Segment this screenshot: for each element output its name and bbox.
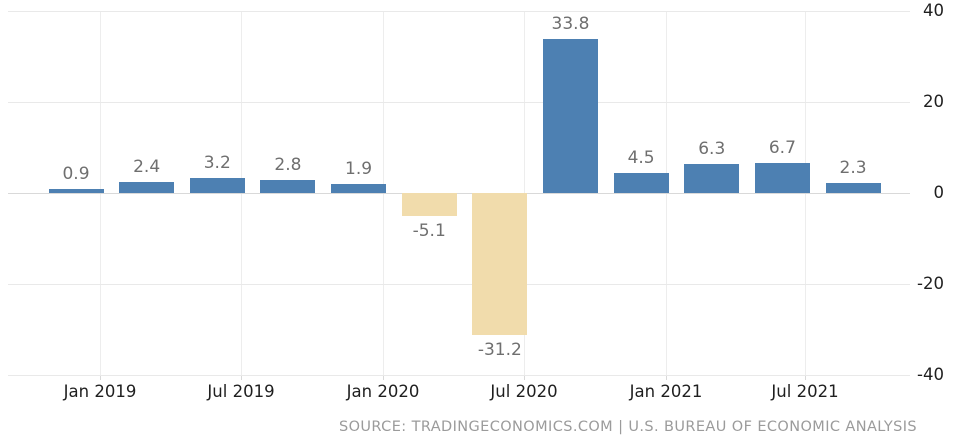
y-axis-label: -20 — [917, 274, 944, 293]
x-axis-tick-mark — [241, 375, 242, 380]
gdp-quarter-bar[interactable] — [825, 182, 881, 193]
bar-value-label: 3.2 — [203, 153, 231, 174]
bar-value-label: 2.8 — [274, 155, 302, 176]
x-axis-label: Jan 2020 — [346, 382, 420, 401]
gdp-quarter-bar[interactable] — [754, 162, 810, 193]
x-axis-tick-mark — [524, 375, 525, 380]
gdp-quarter-bar[interactable] — [401, 193, 457, 217]
x-axis-tick-mark — [100, 375, 101, 380]
bar-value-label: 33.8 — [551, 14, 590, 35]
y-axis-label: 40 — [923, 1, 944, 20]
gdp-quarter-bar[interactable] — [613, 172, 669, 193]
chart-source-attribution: SOURCE: TRADINGECONOMICS.COM | U.S. BURE… — [339, 419, 917, 435]
gdp-quarter-bar[interactable] — [684, 164, 740, 193]
y-axis-label: -40 — [917, 365, 944, 384]
bar-value-label: -31.2 — [477, 339, 522, 360]
y-axis-label: 0 — [933, 183, 945, 202]
horizontal-gridline — [8, 101, 910, 103]
gdp-quarter-bar[interactable] — [472, 193, 528, 335]
x-axis-label: Jul 2021 — [771, 382, 839, 401]
x-axis-label: Jan 2019 — [63, 382, 137, 401]
horizontal-gridline — [8, 10, 910, 12]
x-axis-tick-mark — [383, 375, 384, 380]
x-axis-label: Jan 2021 — [629, 382, 703, 401]
bar-value-label: 2.3 — [839, 157, 867, 178]
bar-value-label: 6.7 — [768, 137, 796, 158]
y-axis-label: 20 — [923, 92, 944, 111]
zero-gridline — [8, 192, 910, 194]
gdp-quarter-bar[interactable] — [331, 184, 387, 193]
bar-value-label: 0.9 — [62, 163, 90, 184]
gdp-quarter-bar[interactable] — [119, 182, 175, 193]
horizontal-gridline — [8, 374, 910, 376]
gdp-quarter-bar[interactable] — [48, 188, 104, 193]
gdp-quarter-bar[interactable] — [260, 180, 316, 193]
bar-value-label: 4.5 — [627, 147, 655, 168]
bar-value-label: 1.9 — [345, 159, 373, 180]
bar-value-label: 2.4 — [133, 157, 161, 178]
bar-value-label: -5.1 — [412, 221, 446, 242]
x-axis-tick-mark — [805, 375, 806, 380]
gdp-quarter-bar[interactable] — [189, 178, 245, 193]
gdp-quarter-bar[interactable] — [542, 39, 598, 193]
horizontal-gridline — [8, 283, 910, 285]
x-axis-label: Jul 2019 — [207, 382, 275, 401]
x-axis-tick-mark — [666, 375, 667, 380]
bar-value-label: 6.3 — [698, 139, 726, 160]
x-axis-label: Jul 2020 — [490, 382, 558, 401]
